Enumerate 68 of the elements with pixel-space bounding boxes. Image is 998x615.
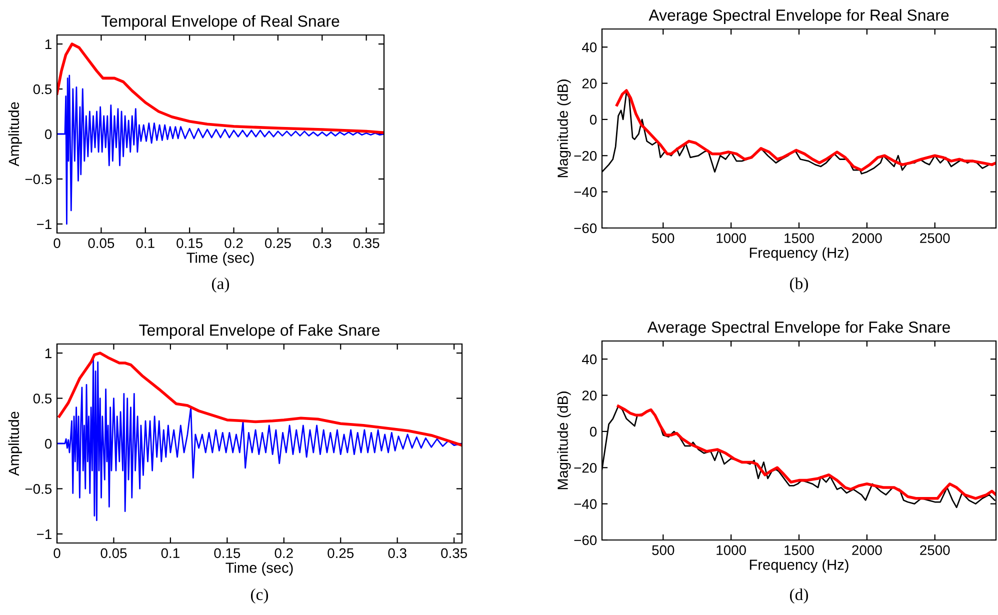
x-tick-label: 0.2 — [274, 548, 293, 558]
x-tick-label: 0.25 — [328, 548, 354, 558]
x-axis-title: Time (sec) — [186, 252, 254, 266]
x-tick-label: 0.15 — [214, 548, 240, 558]
text: (a) — [212, 277, 230, 293]
x-tick-label: 0.3 — [313, 238, 332, 248]
y-tick-label: −1 — [36, 529, 52, 539]
chart-title: Average Spectral Envelope for Real Snare — [648, 9, 949, 24]
y-tick-label: 0 — [590, 426, 597, 437]
y-tick-label: 0.5 — [33, 394, 52, 404]
y-tick-label: −0.5 — [25, 484, 52, 494]
y-tick-label: −0.5 — [25, 174, 52, 184]
y-tick-label: −20 — [574, 462, 597, 473]
x-tick-label: 0.1 — [161, 548, 180, 558]
chart-title: Temporal Envelope of Fake Snare — [139, 324, 380, 339]
y-tick-label: 40 — [582, 42, 597, 52]
y-axis-title: Magnitude (dB) — [557, 80, 571, 178]
y-tick-label: −60 — [574, 223, 597, 234]
y-tick-label: 0 — [590, 114, 597, 125]
y-axis-title: Magnitude (dB) — [557, 392, 571, 490]
y-tick-label: 20 — [582, 78, 597, 88]
x-tick-label: 2000 — [852, 233, 882, 244]
y-axis-title: Amplitude — [8, 412, 22, 476]
line-series — [57, 356, 462, 522]
y-tick-label: 0.5 — [33, 84, 52, 94]
x-axis-title: Time (sec) — [226, 562, 293, 576]
x-axis-title: Frequency (Hz) — [750, 247, 848, 261]
text: (c) — [250, 588, 268, 604]
line-series — [57, 42, 384, 134]
y-tick-label: 1 — [45, 39, 52, 50]
x-tick-label: 500 — [652, 545, 674, 556]
x-tick-label: 1000 — [716, 545, 746, 556]
x-tick-label: 0 — [54, 548, 60, 558]
x-tick-label: 2000 — [852, 545, 882, 556]
x-tick-label: 1000 — [716, 233, 746, 244]
x-tick-label: 2500 — [920, 233, 950, 244]
x-tick-label: 2500 — [920, 545, 950, 556]
y-tick-label: −20 — [574, 150, 597, 161]
y-tick-label: −60 — [574, 535, 597, 546]
text: (d) — [790, 588, 808, 604]
y-axis-title: Amplitude — [8, 102, 22, 166]
y-tick-label: −40 — [574, 187, 597, 197]
x-axis-title: Frequency (Hz) — [750, 559, 848, 573]
y-tick-label: 0 — [44, 438, 52, 449]
x-tick-label: 0.05 — [88, 238, 114, 248]
y-tick-label: −40 — [574, 499, 597, 509]
y-tick-label: −1 — [36, 219, 52, 230]
x-tick-label: 1500 — [784, 545, 814, 556]
x-tick-label: 0.25 — [264, 238, 291, 248]
x-tick-label: 0.15 — [176, 238, 202, 248]
y-tick-label: 40 — [582, 354, 597, 364]
line-series — [58, 352, 462, 447]
x-tick-label: 0.35 — [441, 548, 467, 558]
y-tick-label: 0 — [44, 129, 52, 140]
x-tick-label: 500 — [652, 233, 674, 244]
chart-title: Temporal Envelope of Real Snare — [101, 15, 340, 30]
x-tick-label: 0.2 — [224, 238, 243, 248]
x-tick-label: 0.35 — [353, 238, 380, 248]
x-tick-label: 0 — [54, 238, 60, 248]
x-tick-label: 0.3 — [388, 548, 406, 558]
y-tick-label: 1 — [45, 348, 52, 358]
x-tick-label: 0.1 — [136, 238, 154, 248]
x-tick-label: 1500 — [784, 233, 814, 244]
chart-title: Average Spectral Envelope for Fake Snare — [647, 321, 950, 336]
line-series — [57, 74, 384, 225]
x-tick-label: 0.05 — [100, 548, 127, 558]
text: (b) — [790, 277, 808, 293]
y-tick-label: 20 — [582, 390, 597, 400]
